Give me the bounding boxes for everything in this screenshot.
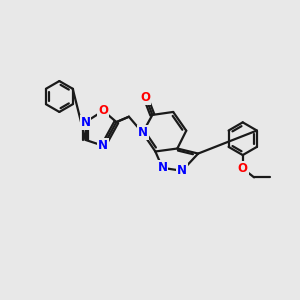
Text: O: O xyxy=(238,162,248,175)
Text: N: N xyxy=(138,126,148,139)
Text: N: N xyxy=(177,164,187,177)
Text: O: O xyxy=(98,104,108,117)
Text: N: N xyxy=(80,116,91,129)
Text: O: O xyxy=(140,91,151,103)
Text: N: N xyxy=(98,139,108,152)
Text: N: N xyxy=(158,161,167,174)
